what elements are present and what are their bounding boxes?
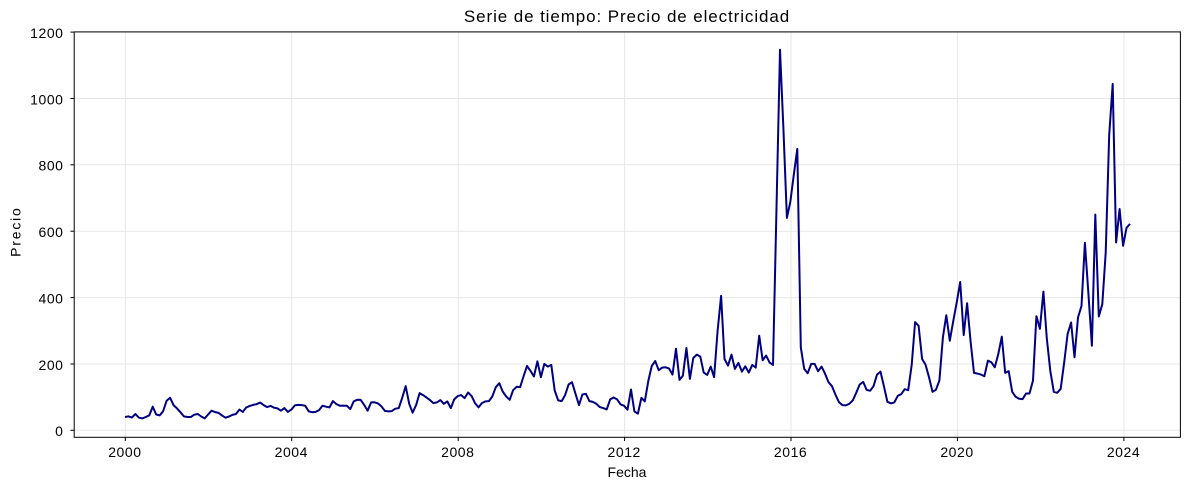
svg-text:Serie de tiempo: Precio de ele: Serie de tiempo: Precio de electricidad (464, 7, 790, 26)
svg-text:800: 800 (38, 158, 63, 174)
svg-text:Fecha: Fecha (608, 464, 647, 480)
svg-text:1200: 1200 (30, 25, 63, 41)
svg-text:2016: 2016 (774, 444, 807, 460)
svg-text:2012: 2012 (608, 444, 641, 460)
svg-text:2004: 2004 (275, 444, 308, 460)
svg-text:2008: 2008 (441, 444, 474, 460)
svg-text:1000: 1000 (30, 91, 63, 107)
svg-text:400: 400 (38, 290, 63, 306)
svg-text:0: 0 (55, 423, 63, 439)
svg-text:2000: 2000 (108, 444, 141, 460)
svg-text:2020: 2020 (940, 444, 973, 460)
svg-text:Precio: Precio (8, 206, 24, 256)
svg-text:2024: 2024 (1107, 444, 1140, 460)
svg-text:600: 600 (38, 224, 63, 240)
svg-text:200: 200 (38, 357, 63, 373)
